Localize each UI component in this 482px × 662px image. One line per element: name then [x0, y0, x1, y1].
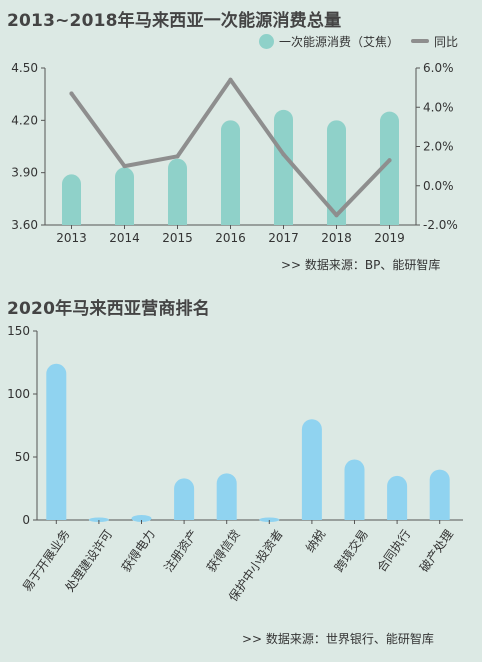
- chart2-y-tick-label: 150: [7, 324, 30, 338]
- legend-item-yoy: 同比: [411, 33, 458, 50]
- chart2-bar: [387, 475, 408, 520]
- chart2-x-tick-label: 破产处理: [416, 527, 456, 575]
- chart1-left-tick-label: 3.90: [11, 166, 38, 180]
- chart1-bar: [380, 111, 399, 225]
- chart2-x-tick-label: 获得信贷: [203, 527, 243, 575]
- chart1-left-tick-label: 3.60: [11, 218, 38, 232]
- chart1-x-tick-label: 2015: [162, 231, 193, 245]
- chart1-yoy-point: [387, 158, 392, 163]
- chart1-left-tick-label: 4.20: [11, 113, 38, 127]
- chart2-x-tick-label: 获得电力: [118, 527, 158, 575]
- chart1-right-tick-label: 0.0%: [423, 179, 454, 193]
- chart1-bar: [327, 120, 346, 225]
- legend-swatch-line-icon: [411, 39, 429, 43]
- chart1-yoy-point: [228, 77, 233, 82]
- chart1-yoy-point: [122, 164, 127, 169]
- legend-item-consumption: 一次能源消费（艾焦）: [259, 33, 399, 50]
- chart1-right-tick-label: 6.0%: [423, 61, 454, 75]
- legend-label-yoy: 同比: [434, 35, 459, 49]
- chart1-x-tick-label: 2016: [215, 231, 246, 245]
- chart1-right-tick-label: 4.0%: [423, 100, 454, 114]
- chart2-title: 2020年马来西亚营商排名: [7, 299, 210, 319]
- chart1-bar: [115, 167, 134, 225]
- chart1-left-tick-label: 4.50: [11, 61, 38, 75]
- chart1-bar: [274, 109, 293, 225]
- chart1-bar: [62, 174, 81, 225]
- chart1-x-tick-label: 2013: [56, 231, 87, 245]
- chart2-y-tick-label: 100: [7, 387, 30, 401]
- chart1-x-tick-label: 2014: [109, 231, 140, 245]
- chart2-bar: [301, 419, 322, 520]
- chart1-bar: [168, 158, 187, 225]
- chart1-x-tick-label: 2018: [321, 231, 352, 245]
- chart2-bar: [174, 478, 195, 520]
- chart2-x-tick-label: 跨境交易: [331, 527, 371, 575]
- chart1-x-tick-label: 2019: [374, 231, 405, 245]
- chart1-x-tick-label: 2017: [268, 231, 299, 245]
- chart1-bar: [221, 120, 240, 225]
- chart2-bar: [46, 363, 67, 520]
- chart2-x-tick-label: 纳税: [303, 527, 328, 555]
- chart2-bar: [344, 459, 365, 520]
- legend-swatch-circle-icon: [259, 34, 274, 49]
- chart1-source: >> 数据来源：BP、能研智库: [281, 258, 441, 272]
- chart1-title: 2013~2018年马来西亚一次能源消费总量: [7, 11, 342, 31]
- chart1-yoy-point: [281, 152, 286, 157]
- chart2-bar: [216, 473, 237, 520]
- chart2-x-tick-label: 注册资产: [161, 527, 201, 575]
- chart2-source: >> 数据来源：世界银行、能研智库: [242, 632, 434, 646]
- chart1-yoy-point: [69, 91, 74, 96]
- legend-label-consumption: 一次能源消费（艾焦）: [279, 35, 400, 49]
- chart1-right-tick-label: -2.0%: [423, 218, 458, 232]
- chart2-bar: [429, 469, 450, 520]
- chart2-y-tick-label: 0: [22, 513, 30, 527]
- chart2-bar: [259, 517, 280, 522]
- chart2-y-tick-label: 50: [15, 450, 30, 464]
- chart1-yoy-point: [334, 213, 339, 218]
- chart1-right-tick-label: 2.0%: [423, 140, 454, 154]
- chart1-plot: 4.50 4.20 3.90 3.60 6.0% 4.0% 2.0% 0.0% -2.0% 201…: [11, 61, 458, 245]
- chart1-yoy-point: [175, 154, 180, 159]
- chart2-x-tick-label: 合同执行: [374, 527, 414, 575]
- chart2-bar: [88, 517, 109, 522]
- chart2-bar: [131, 514, 152, 522]
